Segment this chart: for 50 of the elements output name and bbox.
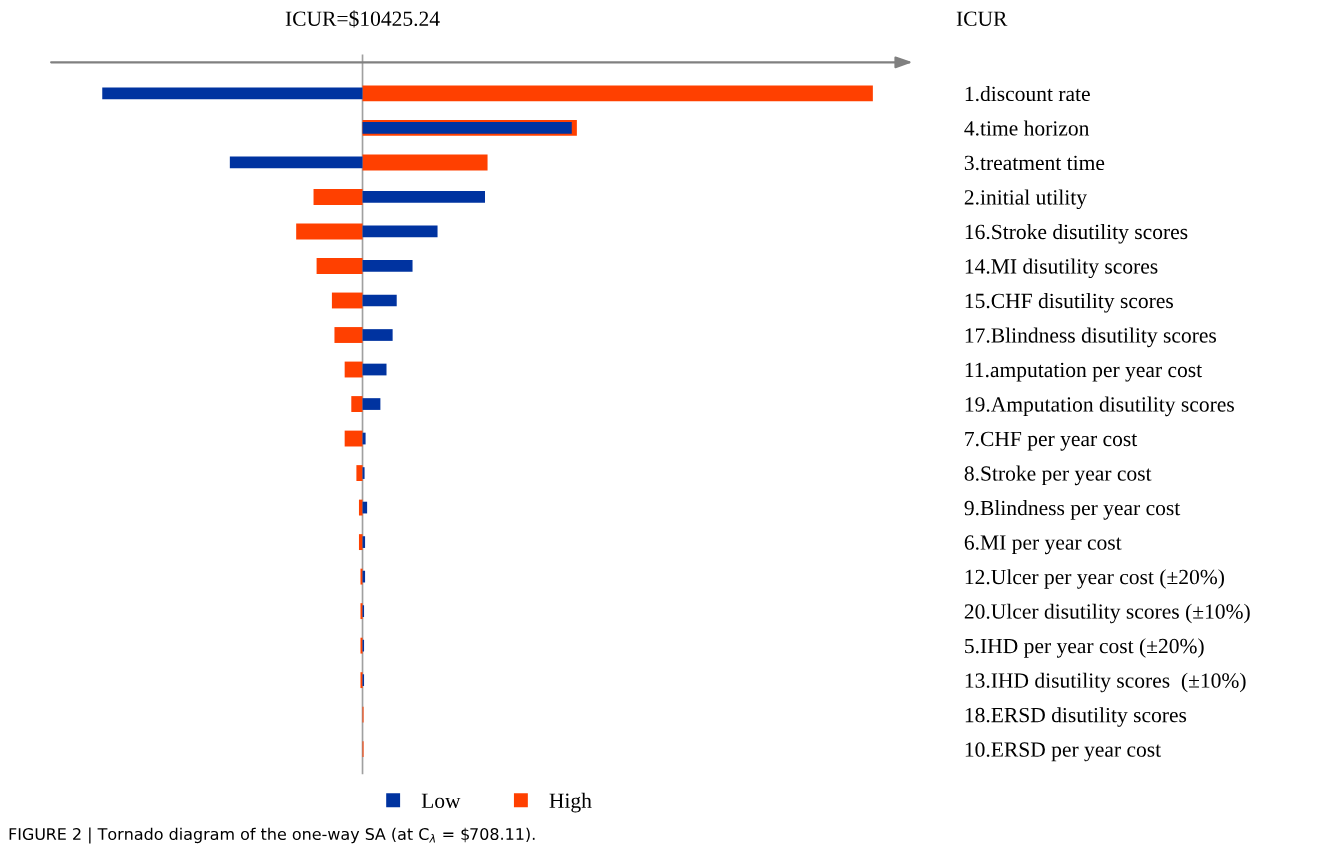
bar xyxy=(358,534,363,551)
legend-label: Low xyxy=(421,793,461,808)
text: ICUR=$10425.24 xyxy=(285,10,440,28)
y-tick-label: 13.IHD disutility scores (±10%) xyxy=(965,672,1246,693)
bar xyxy=(362,467,365,479)
y-tick-label: 11.amputation per year cost xyxy=(965,362,1203,382)
bar xyxy=(351,396,363,412)
y-tick-label: 3.treatment time xyxy=(964,155,1105,171)
bar xyxy=(362,85,873,102)
y-tick-label: 14.MI disutility scores xyxy=(965,258,1158,279)
bar xyxy=(344,430,363,447)
y-tick-label: 19.Amputation disutility scores xyxy=(965,396,1234,417)
bar xyxy=(334,327,363,343)
y-tick-label: 20.Ulcer disutility scores (±10%) xyxy=(964,603,1250,624)
bar xyxy=(356,465,363,482)
text: ICUR xyxy=(956,11,1008,26)
bar xyxy=(362,225,438,238)
bar xyxy=(344,361,363,378)
bar xyxy=(362,260,413,272)
bar xyxy=(313,189,363,205)
bar xyxy=(316,258,363,274)
bar xyxy=(362,154,488,171)
bar xyxy=(331,292,363,309)
bar xyxy=(362,363,387,376)
y-tick-label: 12.Ulcer per year cost (±20%) xyxy=(965,569,1224,589)
y-tick-label: 4.time horizon xyxy=(964,120,1090,136)
y-tick-label: 1.discount rate xyxy=(965,85,1090,102)
y-tick-label: 16.Stroke disutility scores xyxy=(965,224,1188,244)
bar xyxy=(362,294,397,307)
y-tick-label: 6.MI per year cost xyxy=(964,535,1122,555)
bar xyxy=(362,122,572,134)
bar xyxy=(296,223,363,240)
y-tick-label: 8.Stroke per year cost xyxy=(964,465,1152,486)
bar xyxy=(229,156,363,169)
bar xyxy=(358,499,363,516)
y-tick-label: 18.ERSD disutility scores xyxy=(965,707,1187,727)
bar xyxy=(362,329,393,341)
y-tick-label: 2.initial utility xyxy=(964,189,1087,210)
bar xyxy=(362,398,381,410)
y-tick-label: 7.CHF per year cost xyxy=(965,431,1138,451)
y-tick-label: 15.CHF disutility scores xyxy=(965,293,1173,313)
y-tick-label: 17.Blindness disutility scores xyxy=(965,327,1217,348)
bar xyxy=(362,432,366,445)
bar xyxy=(102,87,363,100)
y-tick-label: 10.ERSD per year cost xyxy=(965,742,1162,762)
legend-label: High xyxy=(549,792,592,813)
y-tick-label: 5.IHD per year cost (±20%) xyxy=(965,638,1204,658)
y-tick-label: 9.Blindness per year cost xyxy=(964,500,1181,520)
caption: FIGURE 2 | Tornado diagram of the one-way SA (at C$_{λ}$ = $708.11). xyxy=(9,827,535,844)
bar xyxy=(362,191,486,203)
